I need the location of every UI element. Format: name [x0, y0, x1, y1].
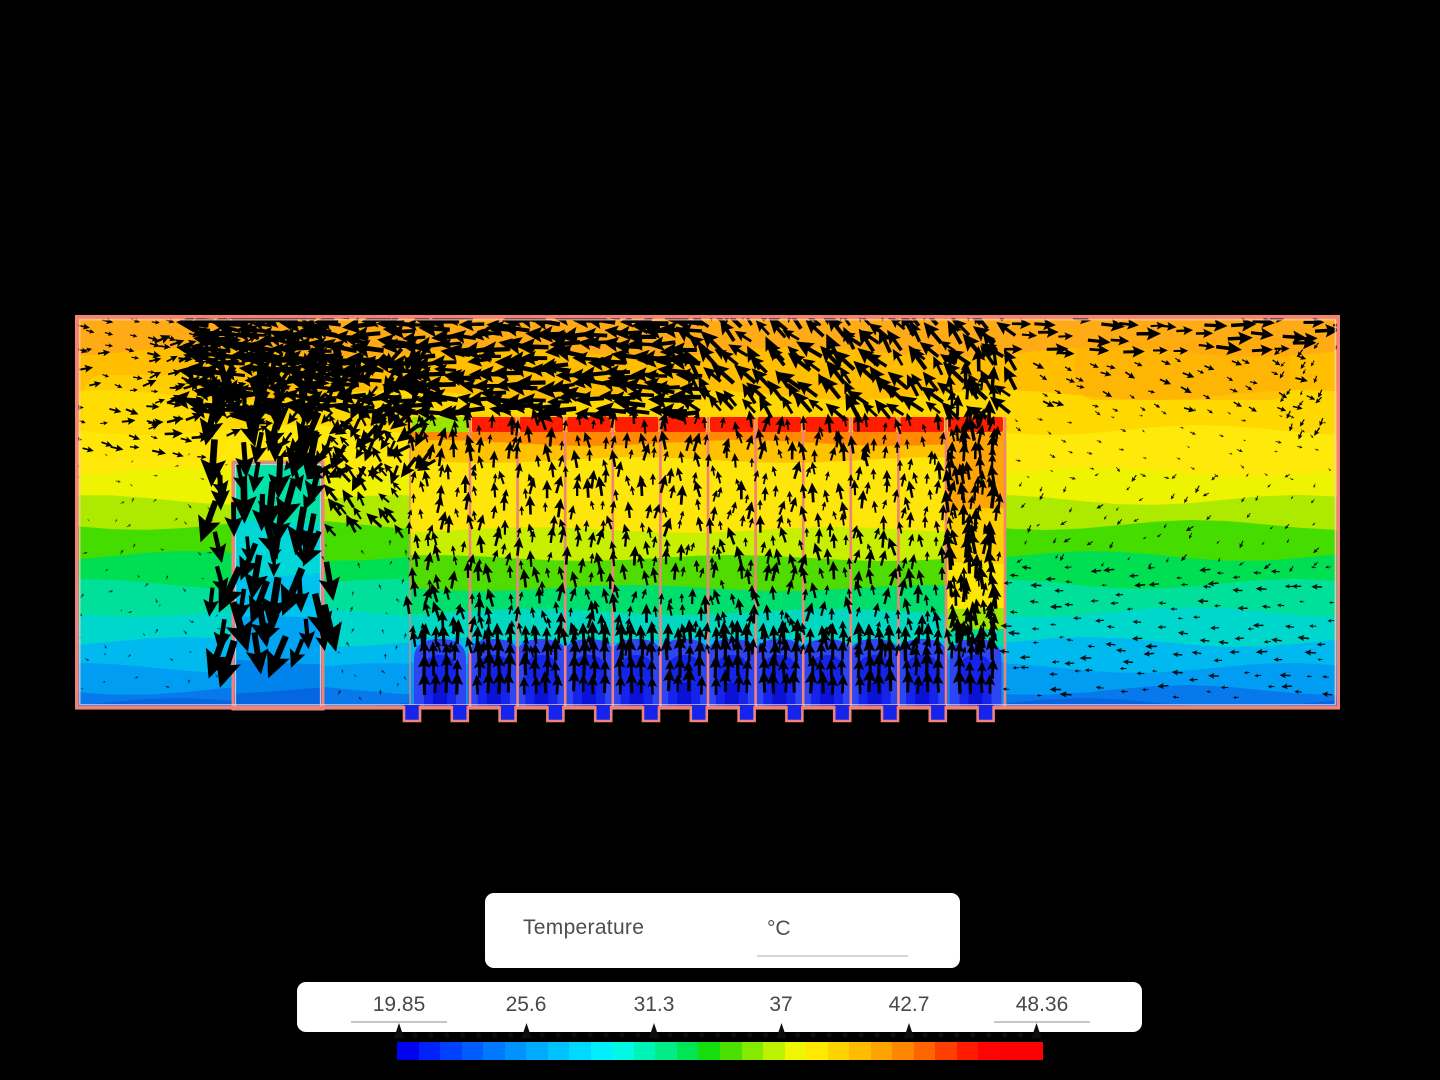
legend-tick-3: 37: [769, 993, 793, 1016]
legend-max-field[interactable]: 48.36: [994, 993, 1090, 1023]
legend-unit-value: °C: [767, 917, 791, 940]
simulation-viewport[interactable]: [75, 315, 1340, 727]
legend-header-panel: Temperature °C: [485, 893, 960, 968]
legend-unit-field[interactable]: °C: [757, 908, 908, 957]
legend-scale-panel: 19.85 25.6 31.3 37 42.7 48.36: [297, 982, 1142, 1032]
colorbar-tick-marks: [393, 1023, 1042, 1039]
legend-min-field[interactable]: 19.85: [351, 993, 447, 1023]
legend-tick-4: 42.7: [888, 993, 930, 1016]
legend-title: Temperature: [523, 916, 645, 939]
colorbar: [397, 1042, 1043, 1060]
legend-tick-1: 25.6: [505, 993, 547, 1016]
legend-tick-2: 31.3: [633, 993, 675, 1016]
